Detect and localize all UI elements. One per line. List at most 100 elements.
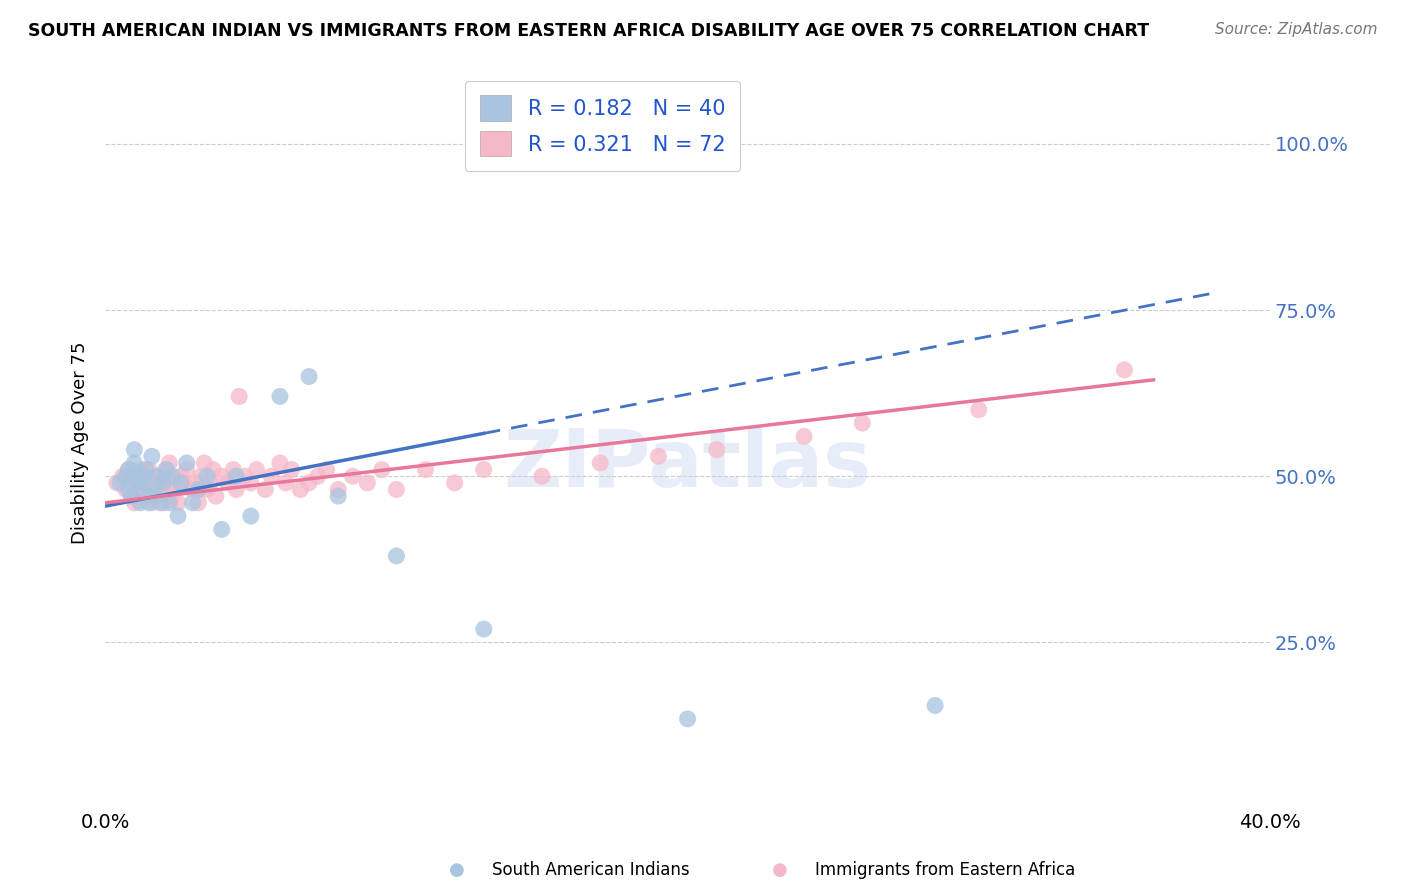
Text: Immigrants from Eastern Africa: Immigrants from Eastern Africa [815, 861, 1076, 879]
Point [589, 456, 612, 470]
Point [793, 429, 815, 443]
Point [141, 489, 163, 503]
Point [152, 475, 174, 490]
Point [141, 496, 163, 510]
Point [187, 496, 209, 510]
Point [254, 483, 277, 497]
Point [129, 496, 152, 510]
Point [190, 469, 212, 483]
Point [143, 489, 166, 503]
Point [129, 462, 152, 476]
Point [239, 509, 262, 524]
Point [114, 483, 136, 497]
Point [127, 475, 149, 490]
Point [124, 456, 146, 470]
Point [124, 496, 146, 510]
Point [105, 475, 128, 490]
Point [124, 442, 146, 457]
Point [157, 456, 180, 470]
Point [157, 496, 180, 510]
Point [530, 469, 553, 483]
Point [157, 483, 180, 497]
Point [328, 489, 350, 503]
Point [155, 462, 177, 476]
Text: ●: ● [449, 861, 465, 879]
Point [167, 509, 190, 524]
Point [385, 549, 408, 563]
Point [117, 462, 139, 476]
Point [143, 483, 166, 497]
Point [114, 469, 136, 483]
Text: ZIPatlas: ZIPatlas [503, 425, 872, 504]
Point [385, 483, 408, 497]
Point [149, 483, 172, 497]
Point [132, 469, 155, 483]
Point [160, 489, 183, 503]
Point [135, 475, 157, 490]
Point [149, 496, 172, 510]
Point [222, 462, 245, 476]
Point [138, 483, 160, 497]
Point [124, 469, 146, 483]
Point [124, 466, 146, 480]
Point [129, 483, 152, 497]
Point [371, 462, 394, 476]
Point [138, 496, 160, 510]
Point [706, 442, 728, 457]
Point [225, 469, 247, 483]
Point [228, 389, 250, 403]
Point [152, 475, 174, 490]
Point [193, 456, 215, 470]
Point [170, 475, 193, 490]
Point [342, 469, 364, 483]
Point [280, 462, 302, 476]
Point [176, 462, 198, 476]
Point [260, 469, 283, 483]
Point [111, 469, 134, 483]
Point [132, 475, 155, 490]
Point [967, 402, 990, 417]
Point [165, 475, 187, 490]
Text: SOUTH AMERICAN INDIAN VS IMMIGRANTS FROM EASTERN AFRICA DISABILITY AGE OVER 75 C: SOUTH AMERICAN INDIAN VS IMMIGRANTS FROM… [28, 22, 1149, 40]
Point [269, 456, 291, 470]
Point [290, 483, 312, 497]
Point [120, 489, 142, 503]
Point [152, 496, 174, 510]
Point [138, 462, 160, 476]
Point [211, 522, 233, 536]
Point [195, 469, 218, 483]
Point [181, 483, 204, 497]
Point [676, 712, 699, 726]
Point [924, 698, 946, 713]
Point [132, 469, 155, 483]
Point [155, 462, 177, 476]
Point [246, 462, 269, 476]
Point [239, 475, 262, 490]
Point [851, 416, 873, 430]
Point [187, 483, 209, 497]
Point [146, 475, 169, 490]
Point [298, 369, 321, 384]
Point [120, 489, 142, 503]
Point [124, 473, 146, 487]
Point [141, 450, 163, 464]
Point [217, 475, 239, 490]
Text: ●: ● [772, 861, 789, 879]
Point [201, 462, 224, 476]
Point [176, 456, 198, 470]
Point [117, 462, 139, 476]
Point [472, 622, 495, 636]
Point [205, 489, 228, 503]
Point [647, 450, 669, 464]
Point [225, 483, 247, 497]
Point [211, 469, 233, 483]
Text: Source: ZipAtlas.com: Source: ZipAtlas.com [1215, 22, 1378, 37]
Point [195, 483, 218, 497]
Point [173, 475, 195, 490]
Point [160, 469, 183, 483]
Point [307, 469, 329, 483]
Point [135, 462, 157, 476]
Point [443, 475, 465, 490]
Point [315, 462, 337, 476]
Point [328, 483, 350, 497]
